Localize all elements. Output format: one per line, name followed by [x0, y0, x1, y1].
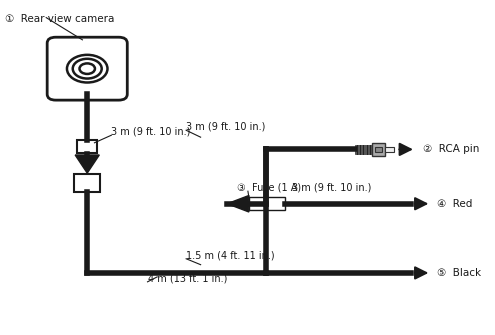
Text: ①  Rear view camera: ① Rear view camera	[5, 14, 114, 24]
Text: 4 m (13 ft. 1 in.): 4 m (13 ft. 1 in.)	[148, 273, 227, 283]
Bar	[372, 143, 386, 156]
Text: 3 m (9 ft. 10 in.): 3 m (9 ft. 10 in.)	[293, 183, 372, 193]
Bar	[355, 145, 372, 154]
Bar	[386, 147, 394, 152]
Bar	[77, 140, 98, 153]
Text: 3 m (9 ft. 10 in.): 3 m (9 ft. 10 in.)	[186, 122, 265, 132]
Polygon shape	[227, 196, 249, 212]
Polygon shape	[75, 155, 99, 173]
FancyBboxPatch shape	[47, 37, 127, 100]
Text: 3 m (9 ft. 10 in.): 3 m (9 ft. 10 in.)	[111, 127, 191, 137]
Text: ②  RCA pin: ② RCA pin	[423, 144, 480, 154]
Text: ⑤  Black: ⑤ Black	[437, 268, 481, 278]
Text: ③  Fuse (1 A): ③ Fuse (1 A)	[237, 183, 301, 193]
Text: ④  Red: ④ Red	[437, 199, 472, 209]
Bar	[74, 174, 100, 192]
Bar	[249, 197, 285, 210]
Text: 1.5 m (4 ft. 11 in.): 1.5 m (4 ft. 11 in.)	[186, 250, 275, 260]
Bar	[375, 147, 382, 152]
